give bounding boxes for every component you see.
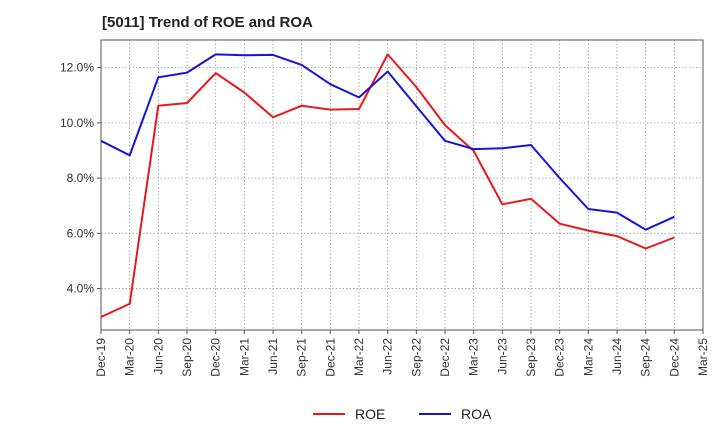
series-lines <box>100 53 675 318</box>
y-tick-label: 8.0% <box>67 171 95 185</box>
x-tick-label: Dec-19 <box>94 338 108 377</box>
x-tick-label: Dec-22 <box>438 338 452 377</box>
x-tick-label: Dec-24 <box>667 338 681 377</box>
x-tick-label: Mar-25 <box>696 338 710 376</box>
y-tick-label: 10.0% <box>60 116 94 130</box>
x-tick-label: Mar-21 <box>237 338 251 376</box>
chart-title: [5011] Trend of ROE and ROA <box>102 14 313 31</box>
y-tick-label: 12.0% <box>60 61 94 75</box>
x-tick-label: Jun-21 <box>266 338 280 375</box>
legend-label-roa: ROA <box>461 406 492 422</box>
x-tick-label: Mar-24 <box>581 338 595 376</box>
x-axis-ticks: Dec-19 Mar-20 Jun-20 Sep-20 Dec-20 Mar-21 Jun-… <box>94 330 710 377</box>
y-tick-label: 4.0% <box>67 282 95 296</box>
x-tick-label: Dec-20 <box>209 338 223 377</box>
series-line-roa <box>100 53 675 231</box>
x-tick-label: Jun-20 <box>151 338 165 375</box>
plot-area <box>100 39 704 331</box>
x-tick-label: Jun-22 <box>381 338 395 375</box>
series-line-roe <box>100 53 675 318</box>
x-tick-label: Jun-23 <box>495 338 509 375</box>
y-axis-ticks: 4.0% 6.0% 8.0% 10.0% 12.0% <box>60 61 101 296</box>
x-tick-label: Mar-23 <box>467 338 481 376</box>
x-tick-label: Mar-20 <box>123 338 137 376</box>
grid-lines <box>101 40 703 330</box>
x-tick-label: Dec-21 <box>323 338 337 377</box>
x-tick-label: Dec-23 <box>553 338 567 377</box>
x-tick-label: Sep-21 <box>295 338 309 377</box>
x-tick-label: Sep-23 <box>524 338 538 377</box>
legend: ROE ROA <box>313 406 492 422</box>
x-tick-label: Mar-22 <box>352 338 366 376</box>
x-tick-label: Sep-22 <box>409 338 423 377</box>
x-tick-label: Jun-24 <box>610 338 624 375</box>
y-tick-label: 6.0% <box>67 226 95 240</box>
legend-label-roe: ROE <box>355 406 385 422</box>
x-tick-label: Sep-20 <box>180 338 194 377</box>
x-tick-label: Sep-24 <box>639 338 653 377</box>
